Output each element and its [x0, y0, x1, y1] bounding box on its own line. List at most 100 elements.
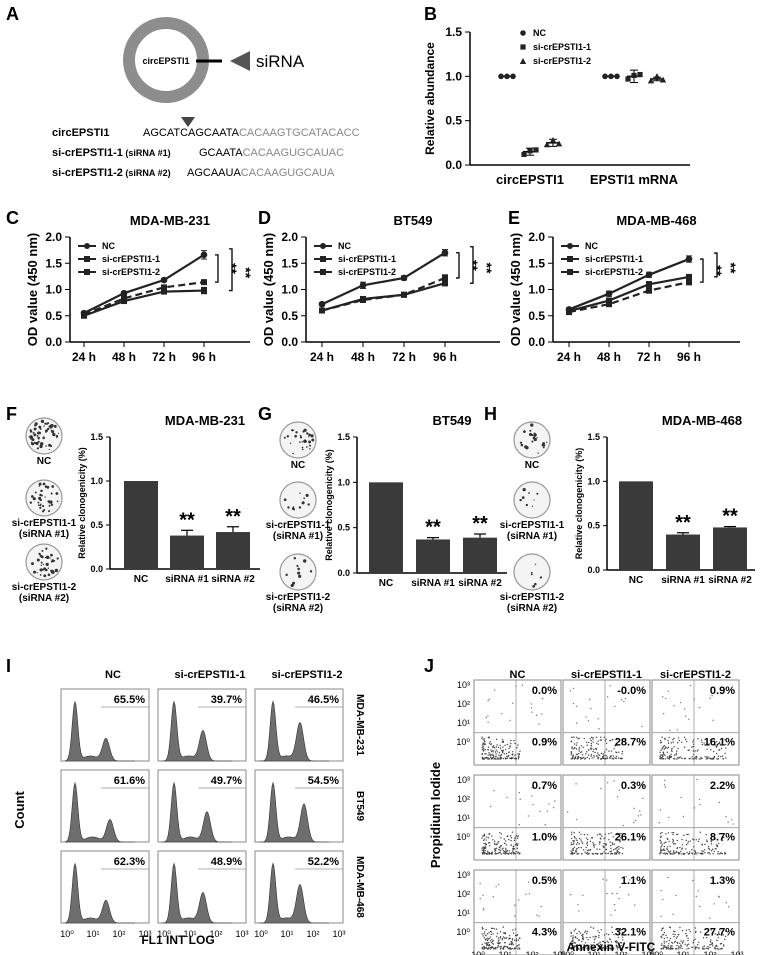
- event-dot: [573, 852, 576, 854]
- event-dot: [578, 737, 580, 739]
- event-dot: [498, 851, 500, 854]
- event-dot: [727, 906, 730, 908]
- event-dot: [674, 933, 676, 936]
- event-dot: [680, 944, 682, 946]
- event-dot: [622, 824, 625, 827]
- event-dot: [484, 850, 486, 852]
- event-dot: [717, 850, 719, 853]
- x-tick-label: 10³: [641, 950, 654, 955]
- culture-plate: [25, 417, 63, 455]
- event-dot: [481, 948, 483, 950]
- event-dot: [609, 851, 611, 853]
- event-dot: [608, 832, 610, 835]
- colony-dot: [53, 424, 57, 428]
- event-dot: [667, 739, 669, 742]
- event-dot: [572, 935, 574, 937]
- event-dot: [677, 737, 680, 739]
- event-dot: [583, 737, 586, 740]
- colony-dot: [44, 422, 47, 425]
- sig-stars: **: [225, 506, 241, 528]
- event-dot: [664, 737, 666, 740]
- y-axis-label: Relative clonogenicity (%): [77, 447, 87, 559]
- event-dot: [509, 947, 511, 949]
- colony-dot: [305, 493, 309, 497]
- series-line: [568, 275, 690, 313]
- event-dot: [609, 938, 611, 941]
- event-dot: [506, 796, 508, 799]
- colony-dot: [44, 496, 46, 498]
- x-tick-label: 10³: [332, 929, 345, 939]
- plate-label: (siRNA #2): [19, 593, 69, 604]
- event-dot: [487, 736, 490, 739]
- event-dot: [710, 850, 713, 852]
- dotplot-frame: [651, 869, 740, 955]
- event-dot: [513, 839, 516, 842]
- event-dot: [615, 944, 618, 947]
- event-dot: [672, 853, 674, 855]
- event-dot: [504, 851, 507, 853]
- event-dot: [574, 945, 576, 947]
- event-dot: [698, 798, 701, 801]
- event-dot: [710, 943, 712, 946]
- sirna-arrow-icon: [230, 51, 250, 71]
- event-dot: [587, 838, 589, 841]
- event-dot: [659, 755, 661, 758]
- event-dot: [663, 942, 666, 944]
- event-dot: [709, 917, 711, 919]
- event-dot: [489, 753, 491, 755]
- event-dot: [603, 842, 605, 845]
- event-dot: [518, 944, 520, 946]
- event-dot: [707, 845, 710, 848]
- event-dot: [694, 938, 696, 941]
- colony-dot: [295, 431, 298, 434]
- event-dot: [602, 946, 604, 949]
- event-dot: [676, 944, 678, 947]
- column-label: NC: [105, 669, 121, 681]
- y-tick-label: 0.5: [445, 114, 462, 128]
- y-axis-label: OD value (450 nm): [508, 233, 523, 346]
- event-dot: [609, 739, 611, 742]
- y-tick-label: 0.0: [90, 564, 103, 574]
- event-dot: [681, 757, 683, 760]
- event-dot: [613, 843, 615, 845]
- event-dot: [542, 787, 544, 789]
- event-dot: [606, 757, 608, 760]
- event-dot: [676, 847, 679, 849]
- y-tick-label: 1.5: [587, 432, 600, 442]
- colony-dot: [533, 432, 536, 436]
- column-label: si-crEPSTI1-2: [660, 669, 731, 681]
- colony-dot: [36, 435, 39, 437]
- event-dot: [709, 853, 711, 855]
- event-dot: [593, 939, 595, 941]
- event-dot: [664, 786, 667, 788]
- event-dot: [614, 757, 616, 759]
- event-dot: [621, 853, 624, 855]
- event-dot: [612, 758, 615, 760]
- event-dot: [666, 948, 668, 950]
- event-dot: [512, 751, 514, 753]
- chart-title: MDA-MB-231: [165, 413, 245, 428]
- event-dot: [692, 739, 695, 741]
- event-dot: [697, 840, 700, 843]
- series-line: [83, 281, 205, 316]
- event-dot: [516, 946, 518, 948]
- event-dot: [527, 815, 530, 817]
- sig-stars: **: [709, 265, 725, 276]
- event-dot: [710, 748, 712, 751]
- event-dot: [610, 852, 612, 855]
- colony-dot: [308, 440, 312, 444]
- event-dot: [709, 946, 711, 948]
- colony-dot: [531, 440, 534, 443]
- colony-dot: [296, 564, 299, 568]
- event-dot: [661, 943, 663, 945]
- event-dot: [619, 757, 622, 760]
- event-dot: [620, 699, 623, 701]
- colony-dot: [28, 436, 30, 438]
- column-label: si-crEPSTI1-1: [571, 669, 642, 681]
- event-dot: [605, 738, 607, 740]
- category-label: EPSTI1 mRNA: [590, 172, 679, 187]
- event-dot: [487, 842, 490, 844]
- event-dot: [678, 946, 680, 949]
- x-tick-label: 10²: [525, 950, 538, 955]
- colony-dot: [34, 423, 37, 427]
